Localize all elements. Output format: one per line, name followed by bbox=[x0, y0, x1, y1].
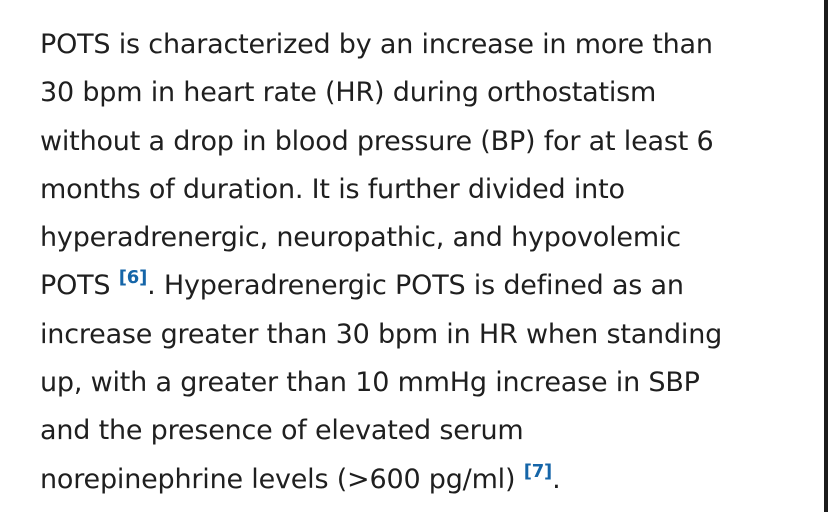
text-line: POTS is characterized by an increase in … bbox=[40, 29, 713, 60]
article-paragraph: POTS is characterized by an increase in … bbox=[40, 21, 810, 504]
text-segment: POTS bbox=[40, 270, 119, 302]
text-line: hyperadrenergic, neuropathic, and hypovo… bbox=[40, 222, 681, 254]
text-line-with-reference: POTS [6]. Hyperadrenergic POTS is define… bbox=[40, 262, 810, 310]
reference-link-7[interactable]: [7] bbox=[523, 460, 553, 482]
text-line: increase greater than 30 bpm in HR when … bbox=[40, 318, 723, 350]
text-line-with-reference: norepinephrine levels (>600 pg/ml) [7]. bbox=[40, 456, 810, 504]
text-line: without a drop in blood pressure (BP) fo… bbox=[40, 125, 714, 157]
text-segment: . Hyperadrenergic POTS is defined as an bbox=[147, 270, 684, 302]
window-edge bbox=[824, 0, 828, 512]
text-line: and the presence of elevated serum bbox=[40, 415, 524, 447]
reference-link-6[interactable]: [6] bbox=[118, 267, 148, 289]
text-segment: . bbox=[552, 463, 561, 495]
text-line: up, with a greater than 10 mmHg increase… bbox=[40, 367, 700, 399]
text-line: months of duration. It is further divide… bbox=[40, 173, 625, 205]
text-line: 30 bpm in heart rate (HR) during orthost… bbox=[40, 77, 657, 109]
text-segment: norepinephrine levels (>600 pg/ml) bbox=[40, 463, 524, 495]
